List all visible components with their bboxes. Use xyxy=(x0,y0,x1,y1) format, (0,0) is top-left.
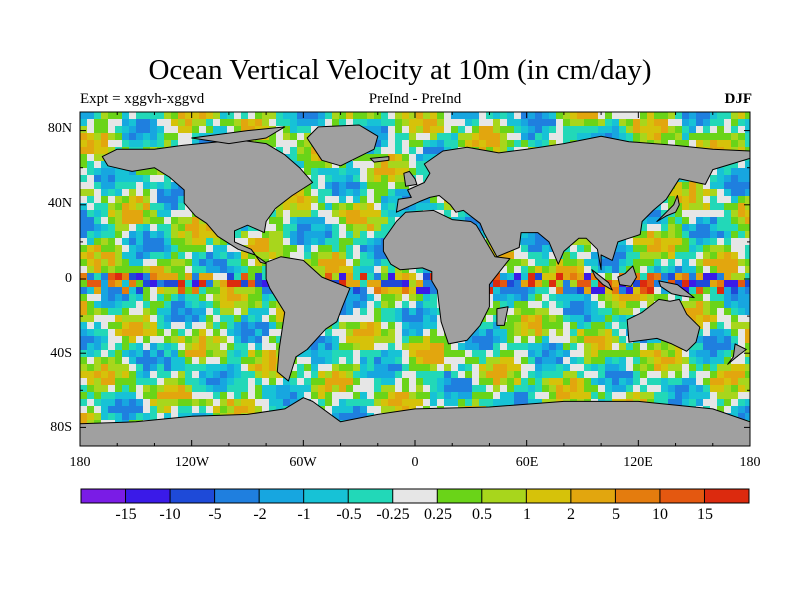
new-guinea-landmass xyxy=(658,280,695,299)
colorbar-label: 1 xyxy=(523,506,531,523)
colorbar-label: 0.25 xyxy=(424,506,452,523)
colorbar-swatch xyxy=(303,489,349,503)
colorbar-swatch xyxy=(125,489,171,503)
antarctica-landmass xyxy=(80,397,750,446)
colorbar-label: 15 xyxy=(697,506,713,523)
eurasia-landmass xyxy=(395,135,750,271)
sumatra-landmass xyxy=(591,269,613,291)
colorbar-swatch xyxy=(526,489,572,503)
colorbar-label: 10 xyxy=(652,506,668,523)
y-tick-label: 80N xyxy=(47,121,72,136)
colorbar-swatch xyxy=(259,489,305,503)
colorbar-label: -5 xyxy=(208,506,222,523)
colorbar-swatch xyxy=(392,489,438,503)
greenland-landmass xyxy=(306,124,379,167)
y-tick-label: 0 xyxy=(65,271,72,286)
colorbar-label: -2 xyxy=(253,506,267,523)
madagascar-landmass xyxy=(496,306,509,326)
borneo-landmass xyxy=(617,265,637,287)
y-tick-label: 80S xyxy=(50,420,72,435)
africa-landmass xyxy=(382,209,511,345)
colorbar-swatch xyxy=(481,489,527,503)
iceland-landmass xyxy=(369,156,390,163)
arctic-islands-landmass xyxy=(191,126,286,145)
colorbar-label: -0.25 xyxy=(376,506,410,523)
y-tick-label: 40N xyxy=(47,196,72,211)
japan-landmass xyxy=(656,195,680,222)
x-tick-label: 180 xyxy=(69,455,91,470)
colorbar-swatch xyxy=(615,489,661,503)
season-label: DJF xyxy=(724,91,753,107)
x-tick-label: 60W xyxy=(289,455,317,470)
colorbar xyxy=(80,488,750,504)
colorbar-swatch xyxy=(348,489,394,503)
land-masses xyxy=(80,124,750,446)
colorbar-label: -10 xyxy=(159,506,181,523)
uk-landmass xyxy=(403,170,418,187)
colorbar-label: 5 xyxy=(612,506,620,523)
x-tick-label: 0 xyxy=(411,455,419,470)
experiment-label: Expt = xggvh-xggvd xyxy=(80,91,205,107)
colorbar-label: 2 xyxy=(567,506,575,523)
new-zealand-landmass xyxy=(727,343,747,365)
x-tick-label: 120E xyxy=(623,455,653,470)
colorbar-swatch xyxy=(437,489,483,503)
colorbar-swatch xyxy=(214,489,260,503)
colorbar-swatch xyxy=(170,489,216,503)
colorbar-label: -0.5 xyxy=(336,506,362,523)
comparison-label: PreInd - PreInd xyxy=(368,91,462,107)
colorbar-swatch xyxy=(570,489,616,503)
colorbar-swatch xyxy=(81,489,127,503)
colorbar-label: -15 xyxy=(115,506,137,523)
colorbar-label: -1 xyxy=(297,506,311,523)
australia-landmass xyxy=(626,298,701,352)
colorbar-swatch xyxy=(704,489,750,503)
north-america-landmass xyxy=(101,139,314,265)
x-tick-label: 180 xyxy=(739,455,761,470)
colorbar-outline xyxy=(80,488,750,504)
south-america-landmass xyxy=(265,256,351,382)
colorbar-label: 0.5 xyxy=(472,506,492,523)
y-tick-label: 40S xyxy=(50,346,72,361)
axis-ticks xyxy=(79,112,751,446)
x-tick-label: 120W xyxy=(174,455,210,470)
map-title: Ocean Vertical Velocity at 10m (in cm/da… xyxy=(148,54,652,86)
colorbar-swatch xyxy=(659,489,705,503)
x-tick-label: 60E xyxy=(515,455,539,470)
